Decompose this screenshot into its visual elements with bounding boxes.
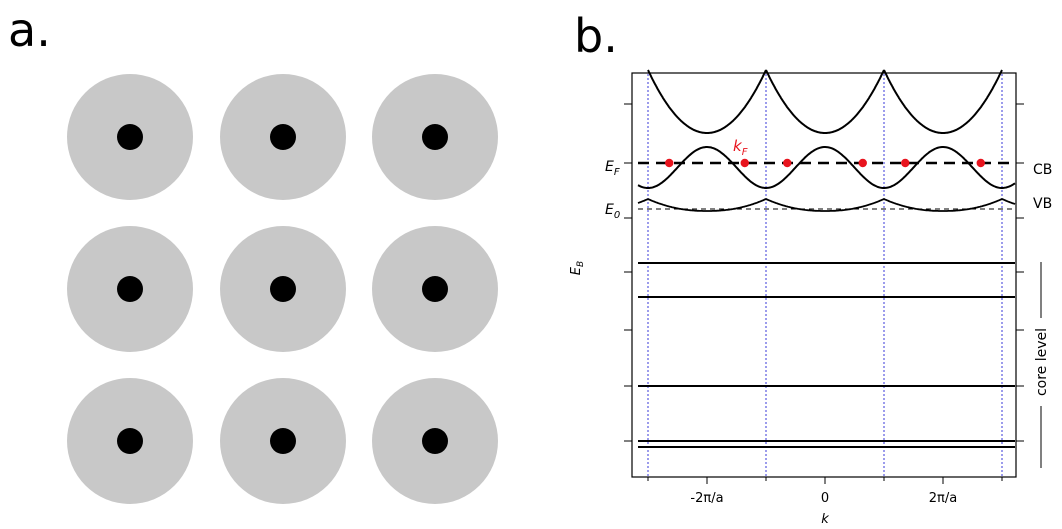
panel-a-label: a. xyxy=(8,3,51,57)
fermi-points xyxy=(665,158,985,168)
core-level-label: core level xyxy=(1034,328,1050,396)
nucleus xyxy=(270,428,296,454)
x-tick-label: -2π/a xyxy=(690,491,723,506)
upper-band xyxy=(647,69,767,134)
atom xyxy=(372,378,498,504)
x-tick-label: 2π/a xyxy=(929,491,957,506)
y-axis-title: EB xyxy=(569,261,586,275)
brillouin-zone-boundaries xyxy=(647,74,1003,476)
nucleus xyxy=(117,124,143,150)
upper-band xyxy=(883,69,1003,134)
panel-b-label: b. xyxy=(574,9,618,63)
svg-text:EB: EB xyxy=(569,261,586,275)
nucleus xyxy=(117,276,143,302)
svg-text:EF: EF xyxy=(605,159,620,178)
fermi-point xyxy=(740,158,749,168)
atom xyxy=(220,74,346,200)
plot-frame xyxy=(631,72,1017,478)
energy-bands xyxy=(637,69,1016,212)
atom-lattice xyxy=(67,74,498,504)
fermi-level-label: EF xyxy=(605,159,620,178)
valence-band xyxy=(637,198,1016,212)
conduction-band xyxy=(637,146,1016,189)
nucleus xyxy=(270,124,296,150)
fermi-point xyxy=(665,158,674,168)
x-axis-title: k xyxy=(821,512,829,527)
atom xyxy=(67,226,193,352)
nucleus xyxy=(270,276,296,302)
core-level-lines xyxy=(638,262,1015,448)
atom xyxy=(220,226,346,352)
fermi-point xyxy=(901,158,910,168)
svg-text:E0: E0 xyxy=(605,202,620,221)
atom xyxy=(372,226,498,352)
atom xyxy=(67,74,193,200)
conduction-band-label: CB xyxy=(1033,162,1052,178)
nucleus xyxy=(117,428,143,454)
axis-ticks xyxy=(624,103,1024,484)
ground-level-label: E0 xyxy=(605,202,620,221)
atom xyxy=(220,378,346,504)
nucleus xyxy=(422,276,448,302)
nucleus xyxy=(422,124,448,150)
fermi-point xyxy=(783,158,792,168)
band-structure-plot xyxy=(624,69,1024,484)
upper-band xyxy=(765,69,885,134)
fermi-point xyxy=(976,158,985,168)
atom xyxy=(372,74,498,200)
valence-band-label: VB xyxy=(1033,196,1052,212)
x-tick-label: 0 xyxy=(821,491,829,506)
svg-text:kF: kF xyxy=(733,137,748,158)
fermi-point xyxy=(858,158,867,168)
atom xyxy=(67,378,193,504)
x-tick-labels: -2π/a 0 2π/a xyxy=(690,491,957,506)
nucleus xyxy=(422,428,448,454)
fermi-wavevector-label: kF xyxy=(733,137,748,158)
core-level-bracket: core level xyxy=(1034,262,1050,468)
